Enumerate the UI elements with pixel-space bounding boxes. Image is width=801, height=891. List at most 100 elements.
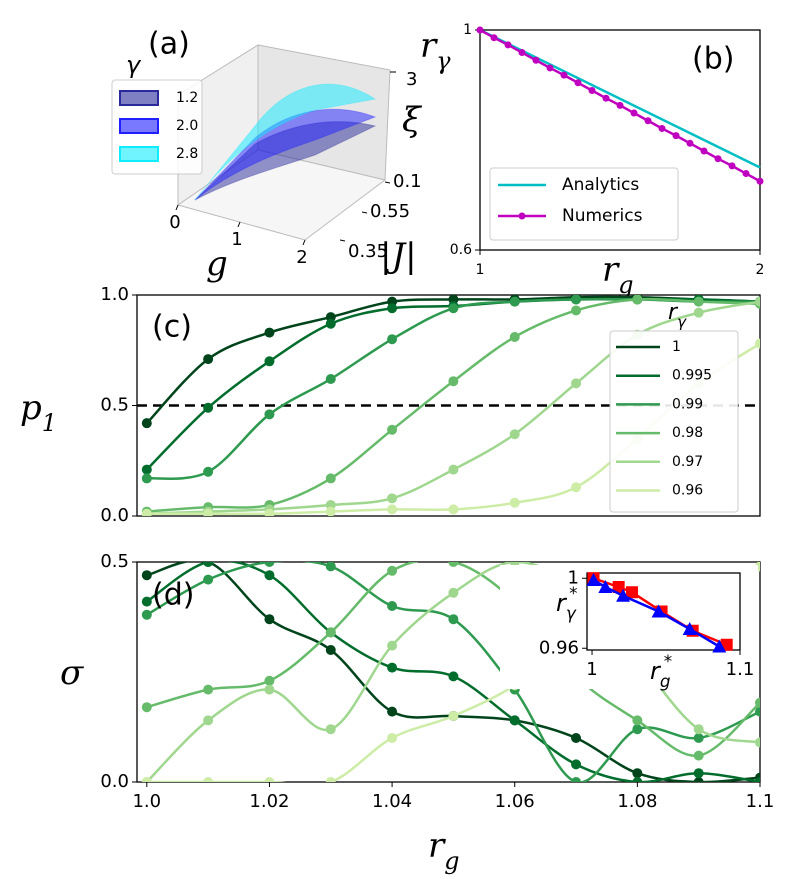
x-tick: [302, 239, 306, 246]
marker: [504, 41, 512, 49]
x-tick-label: 1: [586, 659, 597, 680]
y-tick-label: 0.96: [539, 637, 579, 658]
x-tick-label: 1.1: [726, 659, 755, 680]
marker: [141, 473, 152, 484]
panel-label: (b): [692, 42, 734, 77]
z-axis-label: ξ: [402, 100, 423, 140]
marker: [693, 724, 704, 735]
marker: [625, 586, 638, 599]
marker: [571, 295, 582, 305]
marker: [651, 604, 666, 618]
plot-frame: [586, 572, 741, 651]
marker: [264, 570, 275, 581]
marker: [658, 124, 666, 132]
marker: [672, 132, 680, 140]
marker: [203, 684, 214, 695]
marker: [264, 327, 275, 338]
marker: [141, 609, 152, 620]
marker: [598, 580, 613, 593]
marker: [693, 768, 704, 779]
marker: [203, 354, 214, 365]
marker: [586, 573, 601, 586]
marker: [509, 429, 520, 440]
marker: [448, 376, 459, 387]
legend-label: 0.96: [672, 483, 703, 499]
label-part: r: [428, 826, 446, 866]
marker: [448, 587, 459, 598]
x-axis-label: rg: [428, 826, 460, 875]
y-axis-label: |J|: [380, 236, 417, 276]
marker: [588, 87, 596, 94]
marker: [387, 504, 398, 515]
label-part: r: [650, 657, 662, 685]
marker: [448, 562, 459, 567]
x-tick-label: 1.0: [132, 791, 161, 812]
marker: [712, 639, 727, 653]
x-tick-label: 0: [169, 212, 180, 233]
z-tick-label: 3: [406, 69, 417, 90]
x-tick-label: 2: [296, 247, 307, 268]
marker: [532, 56, 540, 64]
marker: [141, 702, 152, 713]
x-tick-label: 1: [476, 262, 485, 278]
marker: [387, 565, 398, 576]
y-tick-label: 0.0: [100, 505, 129, 526]
marker: [560, 71, 568, 79]
marker: [448, 614, 459, 625]
surface: [194, 83, 377, 201]
marker: [387, 601, 398, 611]
label-part: g: [444, 847, 459, 875]
marker: [264, 356, 275, 367]
marker: [325, 473, 336, 484]
marker: [518, 49, 526, 57]
legend-label: 0.99: [672, 396, 703, 412]
marker: [203, 574, 214, 585]
marker: [264, 675, 275, 686]
y-tick-label: 0.6: [450, 242, 472, 258]
legend-label: 0.97: [672, 454, 703, 470]
marker: [509, 296, 520, 307]
marker: [756, 177, 764, 185]
marker: [644, 117, 652, 125]
y-tick-label: 0.5: [100, 395, 129, 416]
marker: [700, 147, 708, 155]
marker: [387, 733, 398, 743]
marker: [574, 79, 582, 87]
label-part: γ: [436, 47, 451, 75]
inset-bg: [500, 565, 758, 689]
legend-label: 2.0: [176, 118, 198, 134]
marker: [755, 338, 760, 349]
legend-title: rγ: [668, 300, 687, 331]
plot-frame: [479, 29, 761, 251]
x-axis-label: g: [206, 244, 228, 284]
label-part: p: [20, 388, 42, 428]
x-tick-label: 2: [756, 262, 765, 278]
marker: [693, 733, 704, 743]
label-part: g: [618, 271, 633, 299]
marker: [141, 508, 152, 516]
y-tick-label: 0.0: [100, 771, 129, 792]
x-tick: [175, 204, 179, 211]
marker: [448, 711, 459, 721]
marker: [325, 627, 336, 638]
marker: [387, 640, 398, 651]
marker: [264, 684, 275, 695]
marker: [325, 645, 336, 655]
marker: [325, 318, 336, 329]
marker: [571, 777, 582, 782]
legend-label: Analytics: [562, 175, 639, 195]
label-part: *: [569, 583, 577, 603]
marker: [387, 303, 398, 314]
marker: [490, 34, 498, 42]
marker: [612, 581, 625, 593]
y-tick-label: 1: [568, 567, 579, 588]
marker: [448, 464, 459, 475]
label-part: g: [660, 671, 671, 691]
marker: [141, 777, 152, 782]
marker: [693, 777, 704, 782]
x-tick-label: 1: [231, 229, 242, 250]
marker: [755, 697, 760, 708]
marker: [632, 715, 643, 726]
marker: [632, 295, 643, 305]
